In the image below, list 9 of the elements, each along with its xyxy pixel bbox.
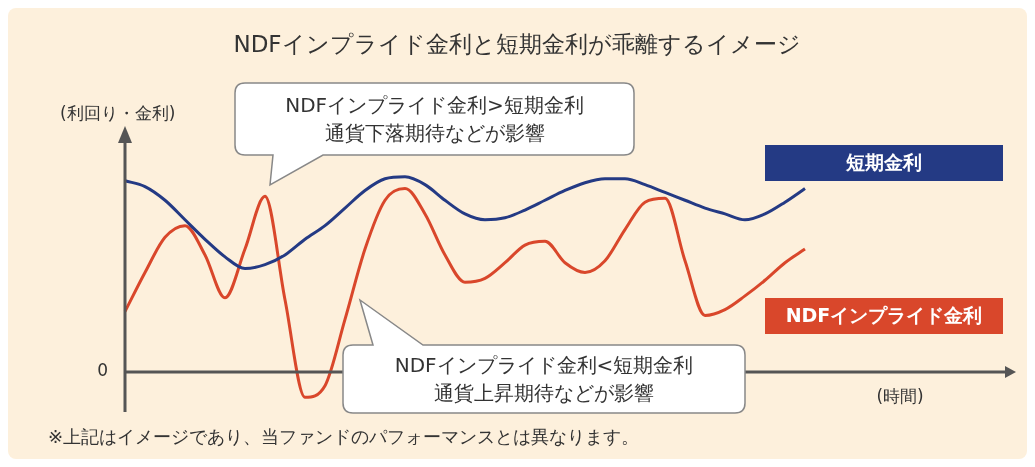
annotation: NDFインプライド金利<短期金利通貨上昇期待などが影響 xyxy=(393,352,695,407)
text: (利回り・金利) xyxy=(60,103,176,124)
chart-title: NDFインプライド金利と短期金利が乖離するイメージ xyxy=(233,30,801,57)
text: 0 xyxy=(97,360,108,381)
text: NDFインプライド金利>短期金利通貨下落期待などが影響 xyxy=(284,92,585,147)
name-tag: 短期金利 xyxy=(765,145,1003,181)
x-axis-title: (時間) xyxy=(876,386,924,407)
text: ※上記はイメージであり、当ファンドのパフォーマンスとは異なります。 xyxy=(48,425,640,447)
name-tag: NDFインプライド金利 xyxy=(765,298,1003,334)
